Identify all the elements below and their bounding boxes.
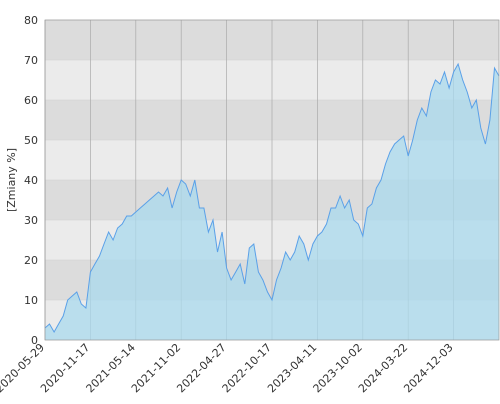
y-tick-label: 0 (31, 334, 38, 347)
y-axis-label: [Zmiany %] (5, 148, 18, 212)
y-tick-label: 40 (24, 174, 38, 187)
y-tick-label: 60 (24, 94, 38, 107)
y-tick-label: 80 (24, 14, 38, 27)
y-tick-label: 30 (24, 214, 38, 227)
y-tick-label: 70 (24, 54, 38, 67)
x-tick-label: 2024-12-03 (401, 341, 455, 395)
y-tick-label: 10 (24, 294, 38, 307)
y-tick-label: 20 (24, 254, 38, 267)
area-fill (45, 64, 499, 340)
line (44, 62, 500, 334)
y-tick-label: 50 (24, 134, 38, 147)
plot-border (44, 19, 500, 341)
